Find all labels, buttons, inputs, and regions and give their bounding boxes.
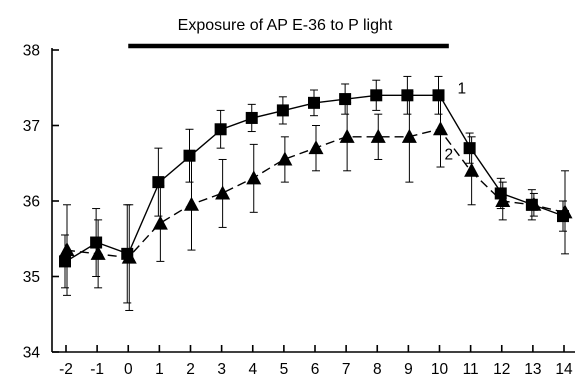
series-2-point — [526, 196, 542, 211]
x-tick-label: 5 — [280, 361, 289, 378]
series-2-point — [59, 242, 75, 257]
series-2-point — [121, 249, 137, 264]
series-2-point — [495, 193, 511, 207]
series-2-point — [184, 196, 199, 211]
series-1-label: 1 — [458, 80, 467, 97]
series-1-point — [90, 236, 103, 249]
x-tick-label: 3 — [217, 361, 226, 378]
y-tick-label: 34 — [23, 345, 41, 362]
series-1-point — [463, 142, 476, 155]
x-tick-label: -2 — [59, 361, 73, 378]
series-1-point — [152, 176, 165, 189]
series-2-point — [308, 140, 324, 155]
x-tick-label: 11 — [463, 361, 479, 378]
series-2-point — [401, 128, 417, 143]
series-1-point — [432, 89, 445, 102]
x-tick-label: 14 — [555, 361, 573, 378]
x-tick-label: 10 — [431, 361, 449, 378]
series-2-point — [246, 170, 262, 185]
y-tick-label: 38 — [23, 43, 40, 60]
series-1-point — [401, 89, 414, 102]
series-2-point — [90, 245, 106, 260]
x-tick-label: 9 — [404, 361, 413, 378]
y-tick-label: 35 — [23, 269, 40, 286]
series-2-point — [339, 128, 355, 143]
series-1-point — [214, 123, 227, 136]
x-tick-label: 4 — [248, 361, 257, 378]
series-2-point — [370, 128, 386, 143]
series-2-point — [277, 151, 293, 166]
series-2-label: 2 — [445, 146, 454, 163]
series-2-point — [557, 204, 573, 219]
x-tick-label: 7 — [342, 361, 351, 378]
y-tick-label: 37 — [23, 118, 40, 135]
x-tick-label: 8 — [373, 361, 382, 378]
series-1-point — [276, 104, 289, 117]
series-1-line — [65, 94, 565, 262]
x-tick-label: 2 — [186, 361, 195, 378]
y-tick-label: 36 — [23, 194, 40, 211]
series-2-point — [464, 162, 480, 177]
x-tick-label: 13 — [524, 361, 541, 378]
series-1-point — [183, 149, 196, 162]
series-2-point — [215, 185, 231, 200]
x-tick-label: 0 — [124, 361, 133, 378]
series-1-point — [370, 89, 383, 102]
x-tick-label: 12 — [493, 361, 510, 378]
x-tick-label: 6 — [311, 361, 320, 378]
x-tick-label: -1 — [90, 361, 104, 378]
series-2-point — [152, 215, 168, 230]
series-1-point — [308, 96, 320, 109]
x-tick-label: 1 — [155, 361, 164, 378]
chart-title: Exposure of AP E-36 to P light — [178, 17, 393, 34]
series-2-point — [433, 121, 448, 136]
series-1-point — [339, 93, 352, 106]
series-1-point — [245, 111, 258, 124]
series-1-point — [59, 255, 71, 268]
